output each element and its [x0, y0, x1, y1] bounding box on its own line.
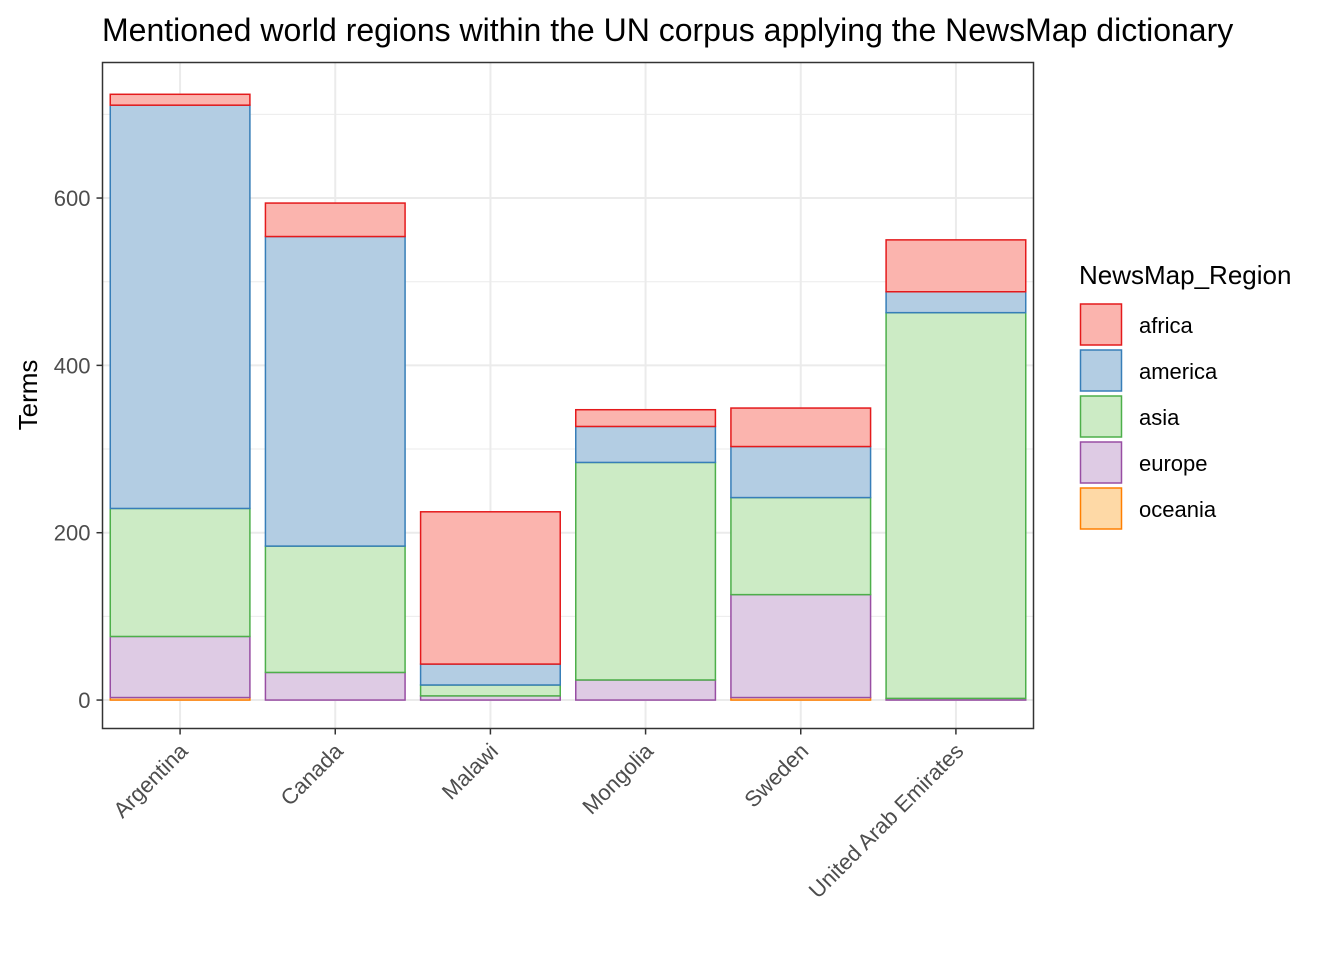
legend-items: africa america asia europe oceania: [1079, 303, 1218, 530]
legend-swatch-asia: [1079, 395, 1123, 438]
x-tick-label: Malawi: [437, 738, 503, 804]
bar-segment-africa: [109, 93, 251, 106]
bar-segment-asia: [575, 461, 717, 681]
x-tick-label: Sweden: [739, 738, 813, 812]
y-axis: 0 200 400 600: [54, 186, 103, 713]
y-tick-label: 200: [54, 521, 91, 546]
bar-segment-europe: [109, 635, 251, 699]
legend-swatch-europe: [1079, 441, 1123, 484]
bar-segment-africa: [730, 407, 872, 448]
legend-swatch-oceania: [1079, 487, 1123, 530]
legend-label-europe: europe: [1139, 451, 1208, 476]
bar-segment-america: [264, 235, 406, 547]
bar-segment-asia: [730, 496, 872, 596]
legend-label-oceania: oceania: [1139, 497, 1217, 522]
x-tick-label: Mongolia: [577, 738, 658, 819]
bars: [109, 93, 1027, 701]
bar-segment-africa: [264, 202, 406, 238]
bar-segment-america: [419, 663, 561, 686]
legend: NewsMap_Region africa america asia europe oc…: [1079, 260, 1291, 530]
bar-segment-europe: [730, 593, 872, 699]
bar-segment-asia: [109, 507, 251, 638]
bar-segment-america: [575, 425, 717, 464]
bar-segment-asia: [264, 545, 406, 674]
legend-swatch-america: [1079, 349, 1123, 392]
y-tick-label: 600: [54, 186, 91, 211]
chart-title: Mentioned world regions within the UN co…: [102, 12, 1233, 48]
y-tick-label: 400: [54, 353, 91, 378]
bar-segment-asia: [885, 311, 1027, 700]
legend-title: NewsMap_Region: [1079, 260, 1291, 290]
y-tick-label: 0: [78, 688, 90, 713]
bar-segment-america: [109, 104, 251, 510]
legend-label-asia: asia: [1139, 405, 1180, 430]
legend-swatch-africa: [1079, 303, 1123, 346]
x-tick-label: Canada: [276, 738, 349, 811]
bar-segment-europe: [264, 671, 406, 701]
bar-segment-africa: [419, 511, 561, 665]
x-axis: Argentina Canada Malawi Mongolia SwedenUnite…: [108, 728, 969, 903]
bar-segment-africa: [575, 408, 717, 428]
legend-label-africa: africa: [1139, 313, 1194, 338]
x-tick-label: United Arab Emirates: [804, 738, 969, 903]
bar-segment-america: [730, 445, 872, 499]
plot-panel-border: [101, 61, 1035, 730]
bar-segment-america: [885, 291, 1027, 314]
legend-label-america: america: [1139, 359, 1218, 384]
y-axis-title: Terms: [13, 360, 43, 431]
bar-segment-asia: [419, 684, 561, 697]
x-tick-label: Argentina: [108, 738, 193, 823]
bar-segment-africa: [885, 239, 1027, 293]
bar-segment-europe: [575, 679, 717, 701]
